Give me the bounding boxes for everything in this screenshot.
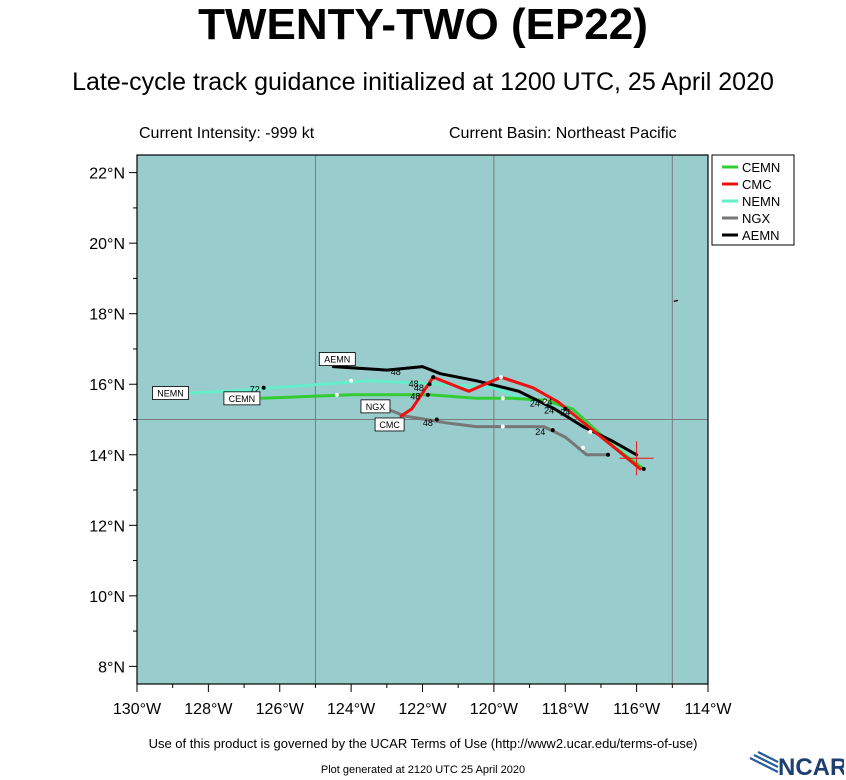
x-tick-label: 116°W xyxy=(613,701,661,718)
x-tick-label: 120°W xyxy=(470,701,519,718)
forecast-hour-dot xyxy=(431,375,436,380)
forecast-hour-dot xyxy=(581,445,586,450)
y-tick-label: 8°N xyxy=(98,659,125,676)
track-end-label-text: CEMN xyxy=(229,394,256,404)
y-tick-label: 10°N xyxy=(89,589,125,606)
forecast-hour-label: 24 xyxy=(560,407,570,417)
x-tick-label: 114°W xyxy=(684,701,732,718)
forecast-hour-dot xyxy=(641,466,646,471)
track-end-label-cmc: CMC xyxy=(374,417,405,432)
forecast-hour-label: 48 xyxy=(414,383,424,393)
track-end-label-text: NEMN xyxy=(157,389,184,399)
track-end-label-box xyxy=(152,386,189,400)
forecast-hour-label: 72 xyxy=(250,385,260,395)
y-tick-label: 12°N xyxy=(89,518,125,535)
terms-of-use-notice: Use of this product is governed by the U… xyxy=(148,736,698,751)
forecast-hour-label: 24 xyxy=(535,427,545,437)
track-end-label-box xyxy=(374,417,405,432)
legend-label-nemn: NEMN xyxy=(742,194,780,209)
forecast-hour-dot xyxy=(500,396,505,401)
land-feature xyxy=(673,299,679,302)
legend-label-ngx: NGX xyxy=(742,211,771,226)
ncar-logo-mark xyxy=(749,751,779,773)
track-line-cmc xyxy=(399,375,642,471)
track-end-label-text: NGX xyxy=(366,402,386,412)
forecast-hour-label: 24 xyxy=(544,406,554,416)
forecast-hour-label: 48 xyxy=(423,418,433,428)
y-tick-label: 18°N xyxy=(89,307,125,324)
track-line-ngx xyxy=(367,400,610,457)
x-tick-label: 118°W xyxy=(542,701,590,718)
forecast-hour-dot xyxy=(427,382,432,387)
x-tick-label: 128°W xyxy=(184,701,233,718)
x-tick-label: 130°W xyxy=(113,701,162,718)
x-tick-label: 126°W xyxy=(256,701,305,718)
forecast-hour-dot xyxy=(434,417,439,422)
forecast-hour-dot xyxy=(588,429,593,434)
forecast-hour-dot xyxy=(500,424,505,429)
forecast-hour-dot xyxy=(349,378,354,383)
legend-label-aemn: AEMN xyxy=(742,228,780,243)
track-end-label-text: AEMN xyxy=(324,355,350,365)
y-tick-label: 20°N xyxy=(89,236,125,253)
track-end-label-text: CMC xyxy=(379,420,400,430)
legend-label-cemn: CEMN xyxy=(742,160,780,175)
track-end-label-aemn: AEMN xyxy=(318,352,356,367)
forecast-hour-label: 24 xyxy=(530,399,540,409)
track-end-label-nemn: NEMN xyxy=(152,386,189,400)
chart-title: TWENTY-TWO (EP22) xyxy=(198,0,648,49)
legend-label-cmc: CMC xyxy=(742,177,772,192)
forecast-hour-dot xyxy=(499,375,504,380)
x-tick-label: 124°W xyxy=(327,701,376,718)
forecast-hour-dot xyxy=(543,399,548,404)
storm-position-marker xyxy=(619,441,654,476)
generated-timestamp: Plot generated at 2120 UTC 25 April 2020 xyxy=(320,764,526,776)
ncar-logo-text: NCAR xyxy=(778,754,844,780)
current-intensity: Current Intensity: -999 kt xyxy=(139,125,315,142)
x-tick-label: 122°W xyxy=(398,701,447,718)
legend: CEMN CMC NEMN NGX AEMN xyxy=(711,154,795,246)
y-tick-label: 22°N xyxy=(89,166,125,183)
ncar-logo: NCAR xyxy=(749,751,844,780)
track-end-label-box xyxy=(360,399,391,414)
track-end-label-ngx: NGX xyxy=(360,399,391,414)
forecast-hour-dot xyxy=(550,428,555,433)
y-tick-label: 16°N xyxy=(89,377,125,394)
chart-subtitle: Late-cycle track guidance initialized at… xyxy=(72,68,774,96)
current-basin: Current Basin: Northeast Pacific xyxy=(449,125,677,142)
forecast-hour-dot xyxy=(563,406,568,411)
forecast-hour-dot xyxy=(261,385,266,390)
forecast-hour-label: 24 xyxy=(542,397,552,407)
forecast-hour-dot xyxy=(334,392,339,397)
forecast-hour-label: 48 xyxy=(410,392,420,402)
forecast-hour-label: 48 xyxy=(409,379,419,389)
track-end-label-cemn: CEMN xyxy=(223,391,261,406)
forecast-hour-dot xyxy=(425,392,430,397)
forecast-hour-dot xyxy=(606,452,611,457)
forecast-hour-label: 48 xyxy=(391,367,401,377)
y-tick-label: 14°N xyxy=(89,448,125,465)
track-end-label-box xyxy=(318,352,356,367)
track-end-label-box xyxy=(223,391,261,406)
